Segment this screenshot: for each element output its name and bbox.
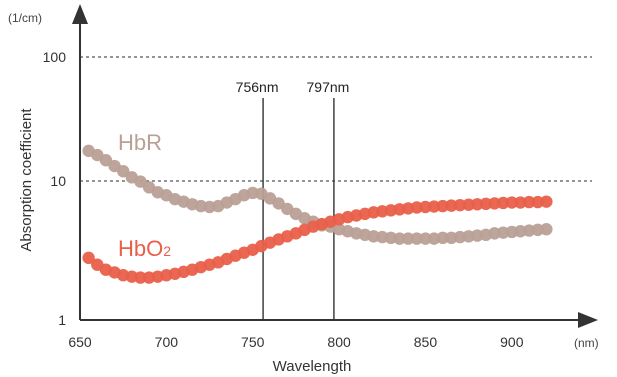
data-point <box>401 232 415 245</box>
grid-lines <box>80 56 592 182</box>
data-point <box>134 271 147 284</box>
series-label-hbr-text: HbR <box>118 130 162 155</box>
series-hbr <box>82 144 553 245</box>
x-unit: (nm) <box>574 336 599 350</box>
data-point <box>505 196 519 209</box>
marker-label-756: 756nm <box>236 79 279 95</box>
x-tick-label: 850 <box>414 334 438 350</box>
series-points <box>82 144 553 284</box>
wavelength-markers: 756nm 797nm <box>236 79 350 320</box>
y-tick-label: 10 <box>50 173 66 189</box>
marker-label-797: 797nm <box>307 79 350 95</box>
series-label-hbo2-text: HbO <box>118 236 163 261</box>
series-label-hbo2: HbO2 <box>118 236 171 261</box>
x-tick-label: 650 <box>68 334 92 350</box>
data-point <box>540 223 553 236</box>
data-point <box>522 195 536 209</box>
y-tick-label: 1 <box>58 312 66 328</box>
data-point <box>410 232 424 245</box>
y-tick-labels: 1 10 100 <box>43 49 67 328</box>
x-tick-label: 800 <box>327 334 351 350</box>
x-axis-title: Wavelength <box>273 358 352 375</box>
y-unit: (1/cm) <box>8 11 42 25</box>
x-tick-label: 750 <box>241 334 265 350</box>
x-tick-label: 700 <box>155 334 179 350</box>
data-point <box>540 195 553 208</box>
data-point <box>116 164 130 178</box>
x-tick-label: 900 <box>500 334 524 350</box>
y-axis-title: Absorption coefficient <box>18 108 35 252</box>
series-label-hbr: HbR <box>118 130 162 155</box>
data-point <box>436 231 449 245</box>
data-point <box>82 251 95 265</box>
series-hbo2 <box>82 195 553 284</box>
y-tick-label: 100 <box>43 49 67 65</box>
x-tick-labels: 650 700 750 800 850 900 <box>68 334 523 350</box>
data-point <box>393 232 406 245</box>
series-label-hbo2-subscript: 2 <box>163 243 171 259</box>
data-point <box>419 232 432 245</box>
